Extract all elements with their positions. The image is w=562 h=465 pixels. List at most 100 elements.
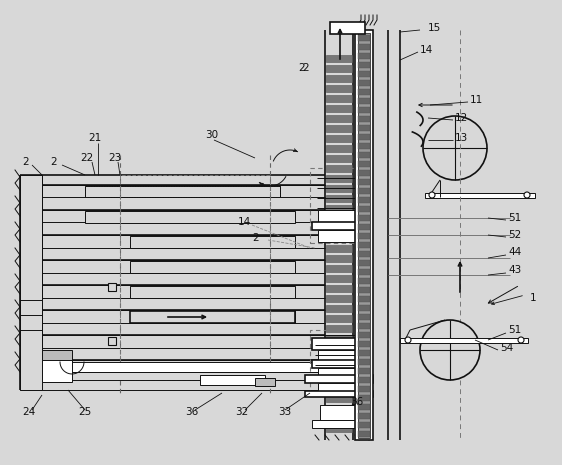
Bar xyxy=(326,95,352,102)
Bar xyxy=(326,225,352,232)
Circle shape xyxy=(405,337,411,343)
Bar xyxy=(326,395,352,402)
Bar xyxy=(130,286,295,298)
Bar xyxy=(358,278,370,284)
Bar xyxy=(326,145,352,152)
Bar xyxy=(358,197,370,203)
Bar xyxy=(355,30,373,440)
Bar xyxy=(310,168,368,243)
Bar xyxy=(326,425,352,432)
Bar xyxy=(305,375,373,383)
Text: 51: 51 xyxy=(508,325,521,335)
Bar xyxy=(358,161,370,167)
Bar xyxy=(326,325,352,332)
Bar xyxy=(358,179,370,185)
Circle shape xyxy=(420,320,480,380)
Bar xyxy=(358,287,370,293)
Bar xyxy=(358,260,370,266)
Bar xyxy=(305,391,373,397)
Bar xyxy=(20,175,42,390)
Bar xyxy=(130,311,295,323)
Bar xyxy=(326,385,352,392)
Bar xyxy=(358,395,370,401)
Bar xyxy=(358,89,370,95)
Bar xyxy=(326,85,352,92)
Bar xyxy=(400,338,528,343)
Bar xyxy=(85,211,295,223)
Text: 21: 21 xyxy=(88,133,101,143)
Text: 2: 2 xyxy=(302,63,309,73)
Bar xyxy=(326,275,352,282)
Text: 43: 43 xyxy=(508,265,521,275)
Text: 11: 11 xyxy=(470,95,483,105)
Bar xyxy=(358,35,370,41)
Bar xyxy=(130,311,295,323)
Bar xyxy=(326,405,352,412)
Bar xyxy=(358,215,370,221)
Bar xyxy=(326,415,352,422)
Bar xyxy=(358,188,370,194)
Text: 14: 14 xyxy=(238,217,251,227)
Bar xyxy=(326,295,352,302)
Text: 30: 30 xyxy=(205,130,218,140)
Bar xyxy=(326,125,352,132)
Text: 32: 32 xyxy=(235,407,248,417)
Bar xyxy=(358,350,370,356)
Bar xyxy=(326,65,352,72)
Bar xyxy=(108,337,116,345)
Bar xyxy=(326,105,352,112)
Bar xyxy=(130,236,295,248)
Bar xyxy=(255,378,275,386)
Bar xyxy=(320,405,358,420)
Bar xyxy=(326,315,352,322)
Bar xyxy=(130,261,295,273)
Bar xyxy=(42,362,325,372)
Bar xyxy=(358,242,370,248)
Bar xyxy=(312,360,366,368)
Bar xyxy=(312,338,366,350)
Bar xyxy=(318,383,360,391)
Bar xyxy=(358,341,370,347)
Bar xyxy=(358,134,370,140)
Text: 36: 36 xyxy=(350,397,363,407)
Bar xyxy=(358,422,370,428)
Text: 25: 25 xyxy=(78,407,91,417)
Circle shape xyxy=(518,337,524,343)
Text: 15: 15 xyxy=(428,23,441,33)
Text: 12: 12 xyxy=(455,113,468,123)
Bar xyxy=(318,230,360,242)
Bar xyxy=(358,206,370,212)
Text: 13: 13 xyxy=(455,133,468,143)
Bar xyxy=(358,359,370,365)
Bar xyxy=(326,135,352,142)
Text: 2: 2 xyxy=(252,233,259,243)
Bar xyxy=(326,205,352,212)
Bar xyxy=(358,107,370,113)
Circle shape xyxy=(429,192,435,198)
Bar xyxy=(326,245,352,252)
Text: 52: 52 xyxy=(508,230,521,240)
Bar xyxy=(108,283,116,291)
Bar xyxy=(85,186,280,197)
Bar xyxy=(358,332,370,338)
Bar xyxy=(358,53,370,59)
Bar xyxy=(330,22,365,34)
Bar xyxy=(358,233,370,239)
Bar xyxy=(358,413,370,419)
Bar xyxy=(318,350,360,360)
Text: 2: 2 xyxy=(22,157,29,167)
Bar xyxy=(358,152,370,158)
Bar xyxy=(358,296,370,302)
Bar xyxy=(358,170,370,176)
Bar xyxy=(326,75,352,82)
Bar xyxy=(358,404,370,410)
Bar xyxy=(42,358,72,382)
Bar xyxy=(358,377,370,383)
Bar xyxy=(326,335,352,342)
Bar xyxy=(326,355,352,362)
Bar xyxy=(326,365,352,372)
Bar xyxy=(310,330,368,395)
Bar xyxy=(312,420,366,428)
Bar xyxy=(318,368,360,378)
Bar xyxy=(326,305,352,312)
